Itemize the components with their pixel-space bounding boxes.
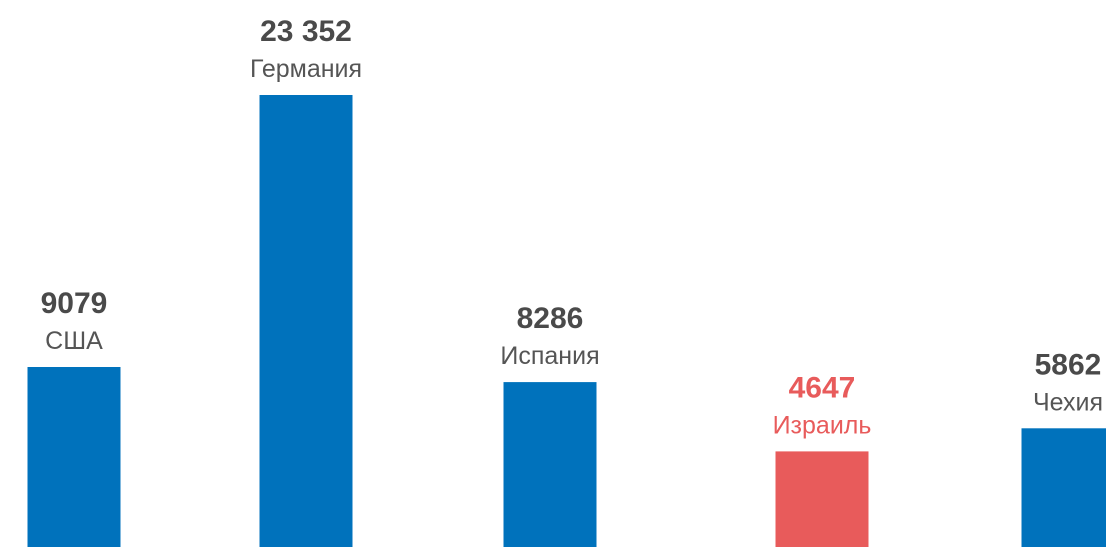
bar-3 bbox=[775, 451, 869, 547]
value-label-0: 9079 bbox=[41, 287, 108, 320]
category-label-3: Израиль bbox=[773, 411, 872, 439]
category-label-4: Чехия bbox=[1033, 388, 1103, 416]
value-label-2: 8286 bbox=[517, 302, 584, 335]
value-label-3: 4647 bbox=[789, 371, 856, 404]
category-label-2: Испания bbox=[500, 342, 599, 370]
bar-4 bbox=[1021, 428, 1106, 547]
labels-layer: США 9079 Германия 23 352 Испания 8286 Израиль 4… bbox=[41, 15, 1103, 439]
bar-1 bbox=[259, 95, 353, 547]
category-label-0: США bbox=[45, 327, 103, 355]
bar-2 bbox=[503, 382, 597, 547]
value-label-1: 23 352 bbox=[260, 15, 352, 48]
category-label-1: Германия bbox=[250, 55, 362, 83]
bar-0 bbox=[27, 367, 121, 547]
value-label-4: 5862 bbox=[1035, 348, 1102, 381]
bars-layer bbox=[27, 95, 1106, 547]
